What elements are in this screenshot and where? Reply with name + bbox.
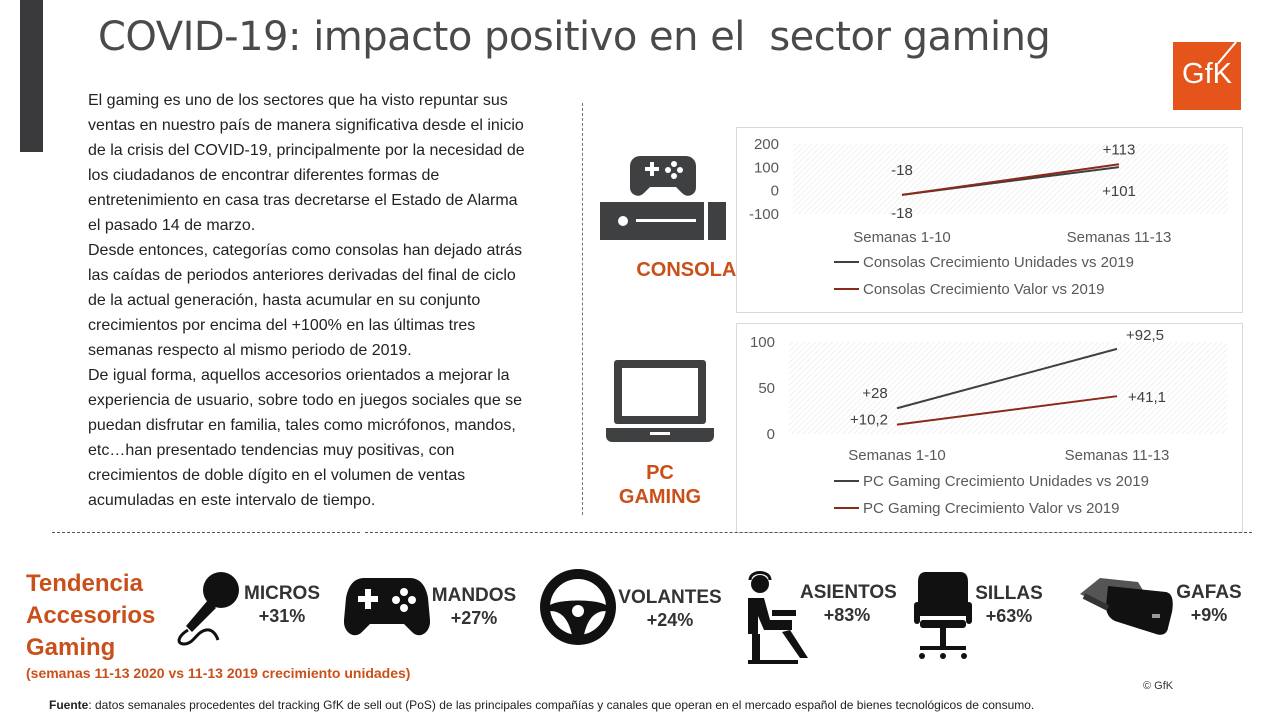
console-icon — [598, 150, 728, 242]
x-tick-label: Semanas 11-13 — [1065, 447, 1170, 464]
paragraph-1: El gaming es uno de los sectores que ha … — [88, 92, 525, 234]
trend-title-line-3: Gaming — [26, 634, 116, 661]
data-label: +113 — [1103, 141, 1136, 158]
y-tick-label: 0 — [771, 183, 779, 200]
data-label: +10,2 — [850, 412, 888, 429]
data-label: -18 — [891, 162, 913, 179]
legend-label: PC Gaming Crecimiento Valor vs 2019 — [863, 500, 1120, 517]
consolas-label: CONSOLAS — [636, 259, 750, 281]
x-tick-label: Semanas 11-13 — [1067, 229, 1172, 246]
paragraph-2: Desde entonces, categorías como consolas… — [88, 242, 523, 359]
accessory-name-sillas: SILLAS — [975, 583, 1043, 604]
accessory-value-mandos: +27% — [450, 608, 498, 628]
steering-wheel-icon — [538, 567, 618, 647]
data-label: +92,5 — [1126, 327, 1164, 344]
laptop-icon — [606, 358, 716, 446]
y-tick-label: 100 — [750, 334, 775, 351]
y-tick-label: 0 — [767, 426, 775, 443]
horizontal-divider-right — [365, 532, 1252, 533]
accessory-name-volantes: VOLANTES — [618, 587, 722, 608]
consolas-chart-panel: 200 100 0 -100 Semanas 1-10 Semanas 11-13 -18 +… — [736, 127, 1243, 313]
microphone-icon — [174, 570, 244, 646]
y-tick-label: 100 — [754, 159, 779, 176]
x-tick-label: Semanas 1-10 — [853, 229, 951, 246]
y-tick-label: 50 — [758, 380, 775, 397]
data-label: +101 — [1102, 183, 1136, 200]
gamepad-icon — [343, 574, 431, 640]
accessory-value-micros: +31% — [258, 606, 306, 626]
accessory-name-micros: MICROS — [244, 583, 320, 604]
accessory-name-mandos: MANDOS — [431, 585, 517, 606]
data-label: -18 — [891, 205, 913, 222]
y-tick-label: 200 — [754, 136, 779, 153]
pc-label-line1: PC — [646, 462, 674, 484]
accessory-value-sillas: +63% — [985, 606, 1033, 626]
page-title: COVID-19: impacto positivo en el sector … — [98, 14, 1051, 60]
consolas-chart: 200 100 0 -100 Semanas 1-10 Semanas 11-13 -18 +… — [749, 136, 1228, 298]
legend-label: Consolas Crecimiento Unidades vs 2019 — [863, 254, 1134, 271]
gaming-seat-icon — [742, 570, 816, 666]
accessory-value-asientos: +83% — [823, 605, 871, 625]
body-text: El gaming es uno de los sectores que ha … — [88, 88, 533, 513]
pc-gaming-chart: 100 50 0 Semanas 1-10 Semanas 11-13 +28 +92,5 P… — [750, 327, 1227, 517]
trend-title-line-1: Tendencia — [26, 570, 143, 597]
trend-subtitle: (semanas 11-13 2020 vs 11-13 2019 crecim… — [26, 665, 411, 681]
x-tick-label: Semanas 1-10 — [848, 447, 946, 464]
data-label: +41,1 — [1128, 389, 1166, 406]
accessory-value-volantes: +24% — [646, 610, 694, 630]
plot-area — [789, 342, 1227, 434]
paragraph-3: De igual forma, aquellos accesorios orie… — [88, 367, 523, 509]
legend-label: Consolas Crecimiento Valor vs 2019 — [863, 281, 1105, 298]
accent-bar — [20, 0, 43, 152]
legend-label: PC Gaming Crecimiento Unidades vs 2019 — [863, 473, 1149, 490]
horizontal-divider-left — [52, 532, 360, 533]
accessory-name-gafas: GAFAS — [1176, 582, 1242, 603]
logo-text: GfK — [1182, 58, 1232, 90]
series-line — [901, 163, 1120, 196]
data-label: +28 — [862, 385, 887, 402]
series-line — [896, 347, 1118, 410]
trend-title: Tendencia Accesorios Gaming — [26, 568, 155, 664]
source-note: Fuente: datos semanales procedentes del … — [49, 698, 1034, 712]
pc-gaming-label: PC GAMING — [600, 461, 720, 509]
vr-goggles-icon — [1078, 572, 1174, 638]
copyright: © GfK — [1143, 680, 1174, 692]
gfk-logo: GfK — [1173, 41, 1241, 110]
source-label: Fuente — [49, 698, 89, 712]
office-chair-icon — [912, 570, 974, 660]
y-tick-label: -100 — [749, 206, 779, 223]
accessory-value-gafas: +9% — [1190, 605, 1228, 625]
trend-title-line-2: Accesorios — [26, 602, 156, 629]
pc-chart-panel: 100 50 0 Semanas 1-10 Semanas 11-13 +28 +92,5 P… — [736, 323, 1243, 533]
source-text: : datos semanales procedentes del tracki… — [88, 698, 1035, 712]
accessory-name-asientos: ASIENTOS — [800, 582, 897, 603]
pc-label-line2: GAMING — [618, 486, 702, 508]
vertical-divider — [582, 103, 583, 515]
series-line — [896, 395, 1118, 426]
